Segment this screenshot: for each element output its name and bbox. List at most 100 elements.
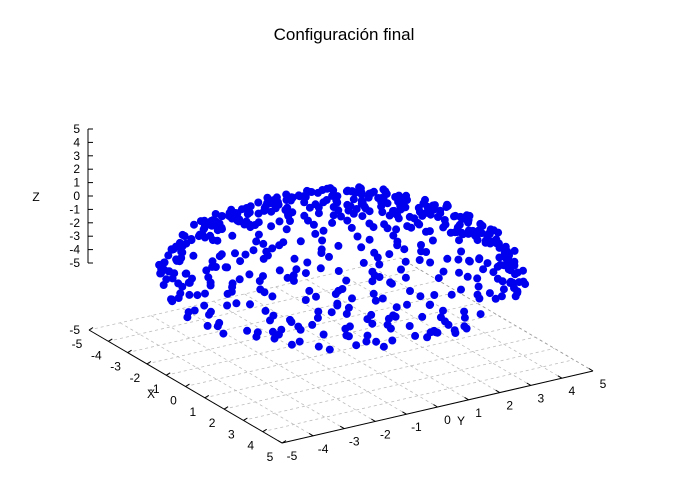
y-tick-label: -4 xyxy=(318,442,329,456)
data-point xyxy=(392,303,401,312)
data-point xyxy=(296,237,305,246)
x-axis-label: X xyxy=(147,387,155,401)
y-tick-mark xyxy=(495,389,500,394)
data-point xyxy=(492,235,501,244)
data-point xyxy=(444,320,453,329)
data-point xyxy=(483,259,492,268)
x-tick-label: -5 xyxy=(72,337,83,351)
data-point xyxy=(372,337,381,346)
data-point xyxy=(383,224,392,233)
data-point xyxy=(451,329,460,337)
x-tick-mark xyxy=(281,440,287,444)
data-point xyxy=(356,184,365,193)
data-point xyxy=(443,200,451,209)
z-tick-label: 0 xyxy=(73,189,80,203)
y-ticks: -5 -4 -3 -2 -1 0 1 2 3 4 5 xyxy=(277,368,607,463)
data-point xyxy=(243,210,252,219)
data-point xyxy=(380,187,389,196)
data-point xyxy=(415,220,424,229)
data-point xyxy=(389,231,398,240)
data-point xyxy=(373,253,382,262)
data-point xyxy=(365,235,374,244)
x-tick-mark xyxy=(243,417,248,421)
data-point xyxy=(246,300,254,309)
data-point xyxy=(460,307,469,316)
grid-line-y xyxy=(244,293,438,408)
data-point xyxy=(498,277,507,286)
y-tick-mark xyxy=(277,440,283,444)
data-point xyxy=(254,198,263,207)
y-tick-mark xyxy=(339,425,345,430)
data-point xyxy=(363,331,372,340)
y-tick-label: -5 xyxy=(287,449,298,463)
x-tick-label: 5 xyxy=(267,450,274,464)
data-point xyxy=(334,241,343,250)
x-tick-mark xyxy=(146,361,152,365)
data-point xyxy=(325,252,333,261)
data-points xyxy=(155,183,530,354)
data-point xyxy=(368,267,377,276)
data-point xyxy=(400,245,409,254)
data-point xyxy=(296,325,305,334)
data-point xyxy=(253,328,262,337)
data-point xyxy=(200,301,209,310)
data-point xyxy=(493,262,502,271)
data-point xyxy=(260,288,269,297)
data-point xyxy=(268,292,277,301)
data-point xyxy=(374,194,383,202)
data-point xyxy=(316,264,325,273)
data-point xyxy=(416,292,425,301)
data-point xyxy=(159,281,168,289)
x-tick-mark xyxy=(165,372,171,376)
data-point xyxy=(344,206,353,215)
z-tick-label: 5 xyxy=(73,122,80,136)
data-point xyxy=(358,212,367,221)
data-point xyxy=(434,274,443,283)
data-point xyxy=(385,211,394,220)
data-point xyxy=(305,286,314,295)
data-point xyxy=(364,193,373,202)
x-tick-mark xyxy=(108,338,113,342)
z-tick-label: 3 xyxy=(73,149,80,163)
data-point xyxy=(267,222,276,231)
data-point xyxy=(342,276,351,285)
data-point xyxy=(495,253,504,262)
data-point xyxy=(301,269,310,278)
data-point xyxy=(396,201,405,210)
data-point xyxy=(203,220,212,229)
data-point xyxy=(231,249,239,258)
y-tick-mark xyxy=(402,411,407,415)
data-point xyxy=(259,239,268,248)
y-axis-label: Y xyxy=(457,414,465,428)
data-point xyxy=(227,287,236,296)
data-point xyxy=(213,236,222,245)
data-point xyxy=(322,196,331,204)
data-point xyxy=(331,290,340,298)
data-point xyxy=(325,345,334,354)
data-point xyxy=(241,250,250,259)
data-point xyxy=(314,203,323,212)
data-point xyxy=(202,266,211,275)
data-point xyxy=(209,216,218,225)
data-point xyxy=(232,299,241,308)
data-point xyxy=(417,241,425,249)
z-tick-label: -5 xyxy=(69,256,80,270)
data-point xyxy=(511,292,520,301)
data-point xyxy=(295,337,304,346)
y-tick-mark xyxy=(433,404,438,408)
data-point xyxy=(347,223,356,232)
data-point xyxy=(369,187,378,196)
data-point xyxy=(474,282,483,291)
data-point xyxy=(242,204,251,212)
data-point xyxy=(521,280,530,289)
z-tick-label: 4 xyxy=(73,135,80,149)
y-tick-label: 2 xyxy=(506,399,513,413)
y-tick-mark xyxy=(557,375,563,379)
data-point xyxy=(299,192,308,201)
x-tick-label: -1 xyxy=(149,382,160,396)
data-point xyxy=(213,322,222,331)
y-tick-mark xyxy=(371,418,376,422)
data-point xyxy=(289,271,298,280)
data-point xyxy=(428,236,437,245)
data-point xyxy=(198,231,207,240)
